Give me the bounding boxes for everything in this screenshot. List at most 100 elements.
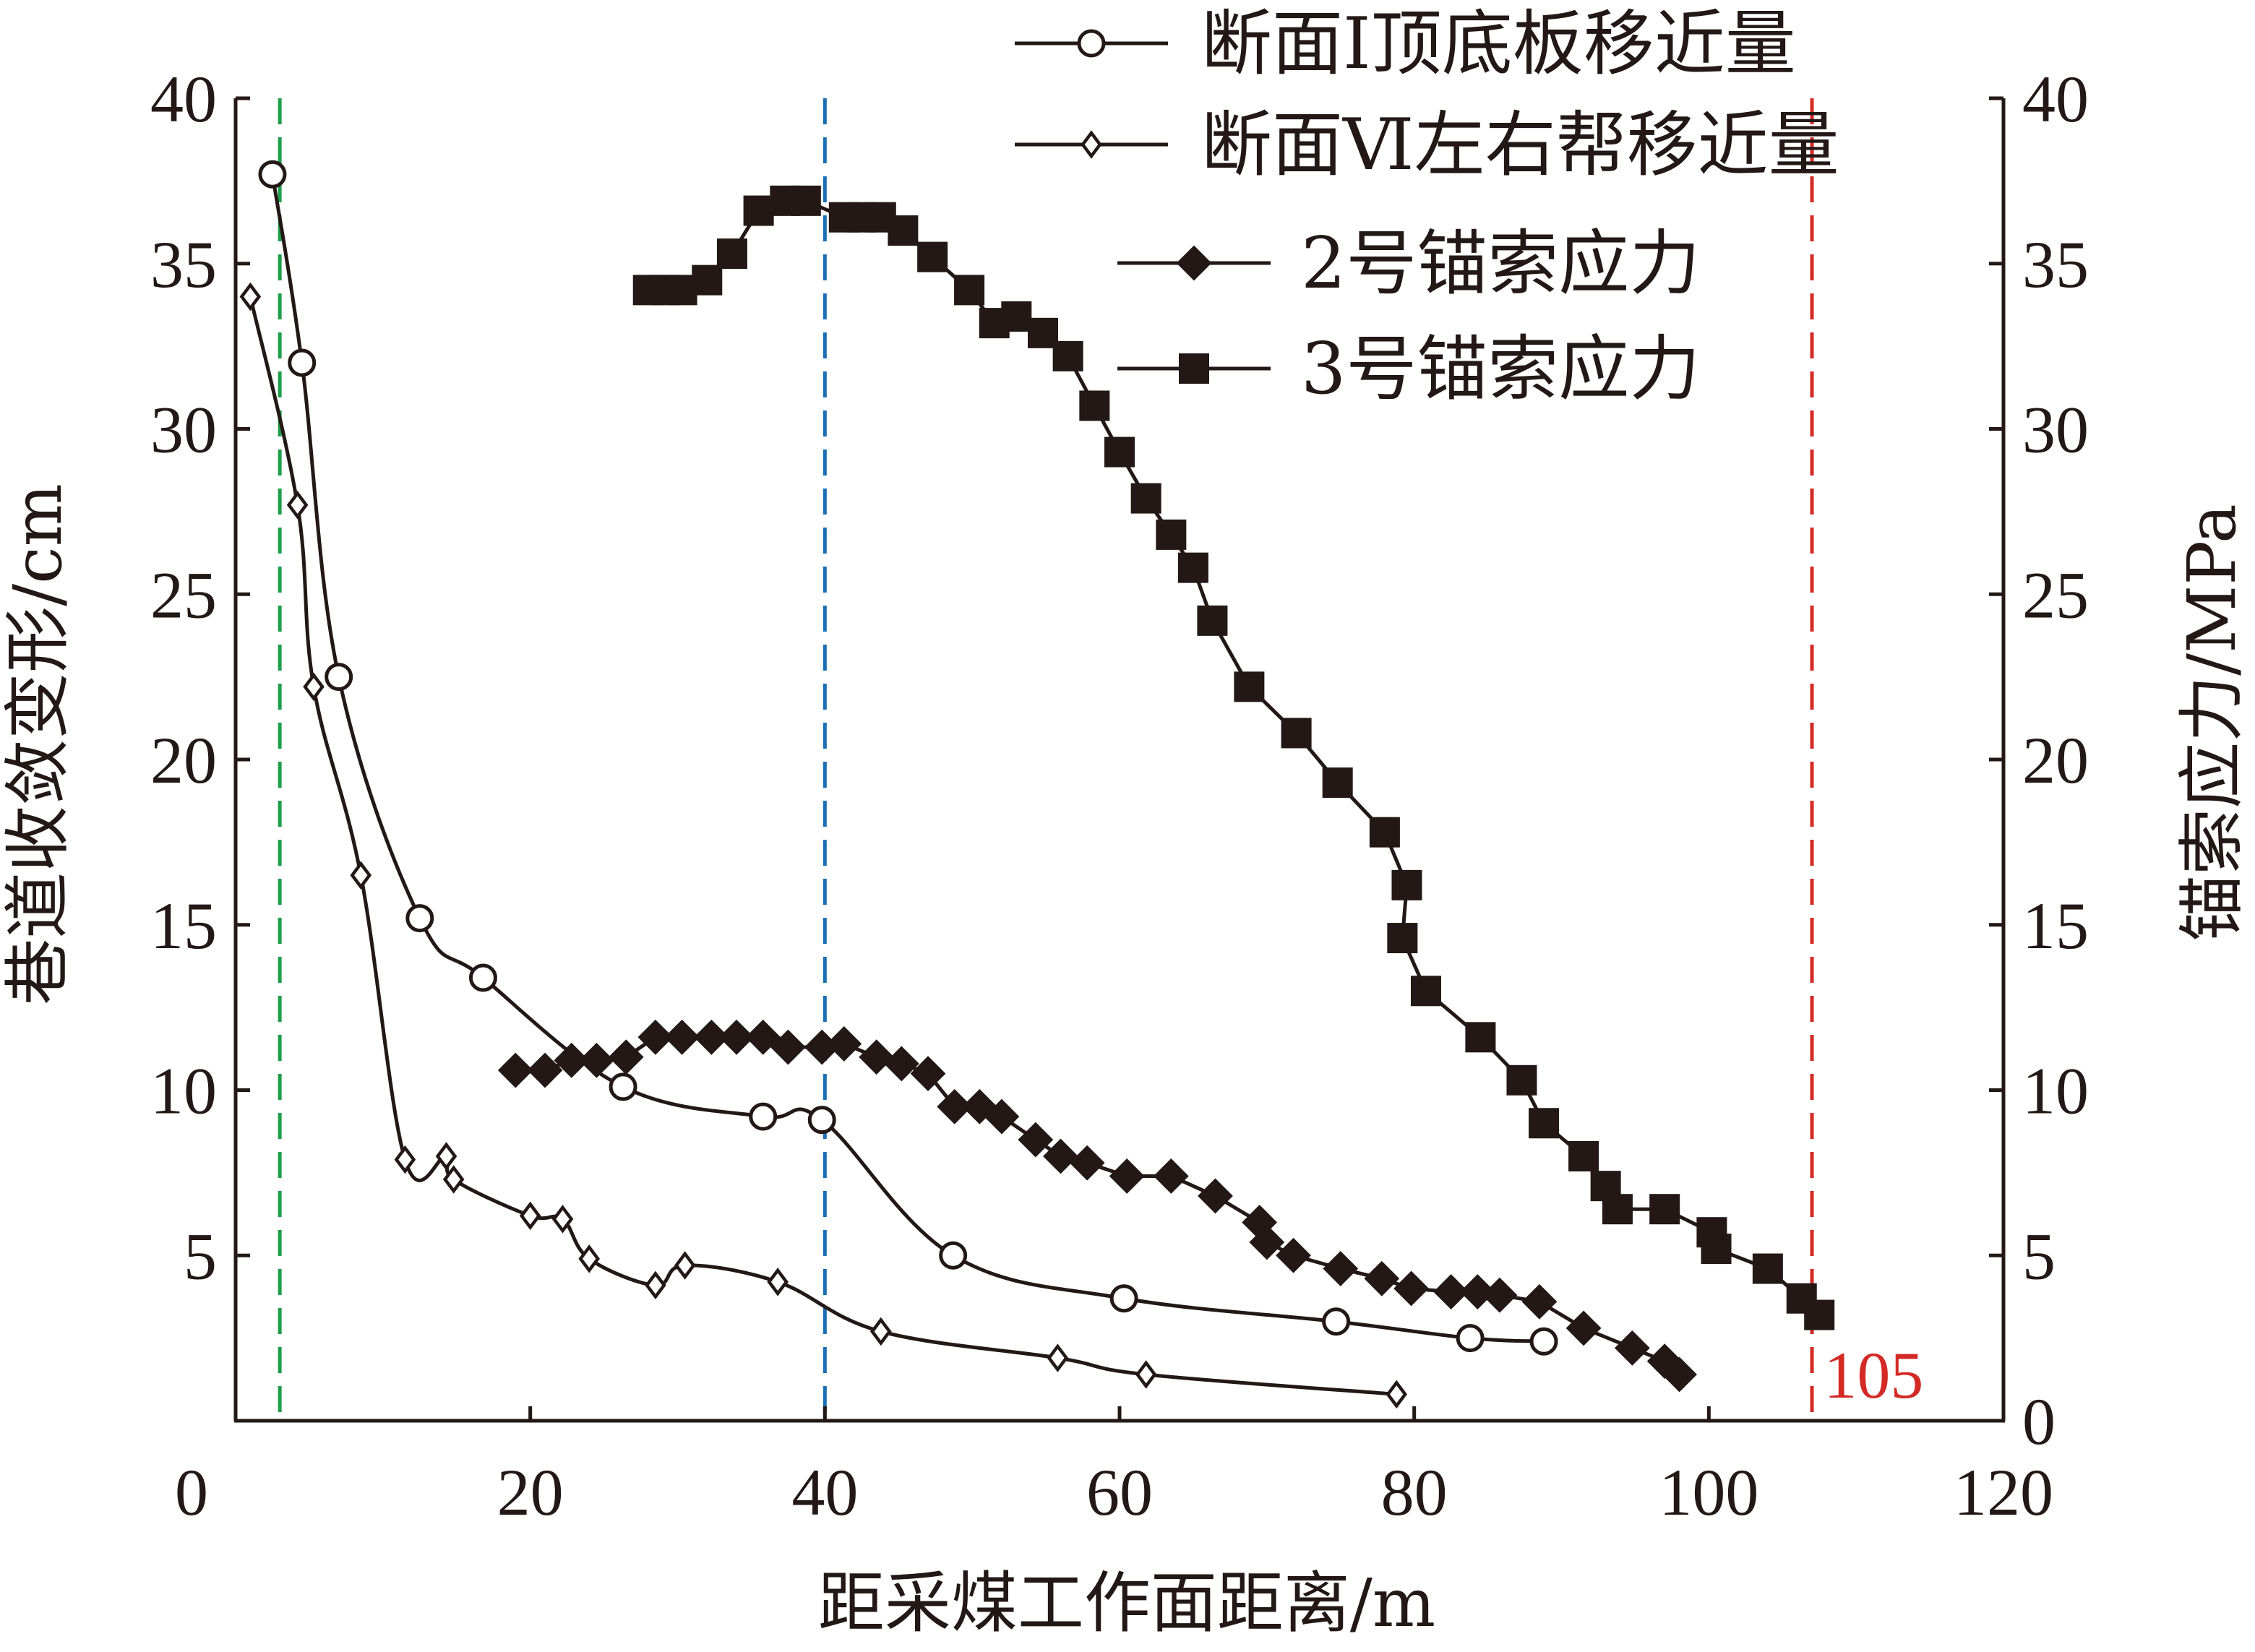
series-4-point [1701, 1234, 1732, 1265]
series-3-point [1069, 1145, 1105, 1181]
series-1 [258, 160, 1558, 1356]
y-left-tick-label: 15 [150, 889, 217, 963]
legend-item-4: 3号锚索应力 [1117, 328, 1700, 410]
tick-labels: 0 20 40 60 80 100 120 5 10 15 20 25 30 35 40 0 5 10 15 20 25… [0, 62, 2251, 1642]
series-2-point [350, 861, 372, 890]
series-1-point [405, 904, 434, 933]
x-tick-label: 60 [1086, 1455, 1153, 1529]
series-1-point [258, 160, 287, 189]
y-right-tick-label: 30 [2022, 393, 2089, 467]
y-right-tick-label: 25 [2022, 558, 2089, 632]
series-3-point [1521, 1283, 1558, 1320]
series-4-point [1322, 767, 1353, 799]
series-4-point [1410, 976, 1441, 1007]
series-3-point [910, 1056, 946, 1092]
series-4-point [1234, 671, 1265, 702]
series-3-point [1364, 1260, 1400, 1296]
series-2-point [767, 1268, 789, 1296]
series-3-point [1482, 1277, 1518, 1313]
series-3-point [637, 1019, 674, 1055]
y-right-tick-label: 40 [2022, 62, 2089, 136]
series-4-point [1804, 1299, 1835, 1330]
y-right-tick-label: 5 [2022, 1219, 2056, 1293]
series-4-point [1281, 718, 1312, 749]
series-3-point [1043, 1138, 1078, 1174]
series-3-point [1276, 1237, 1311, 1273]
series-3-point [1459, 1274, 1495, 1309]
series-4-point [888, 215, 919, 246]
legend-item-1: 断面Ⅰ顶底板移近量 [1015, 3, 1796, 85]
series-2-point [551, 1205, 574, 1234]
y-right-tick-label: 20 [2022, 723, 2089, 797]
series-3-point [1614, 1330, 1650, 1366]
legend-marker [1176, 245, 1212, 281]
series-2-point [1047, 1343, 1069, 1372]
y-left-tick-label: 35 [150, 228, 217, 301]
series-4-point [1387, 923, 1418, 954]
y-left-tick-label: 5 [184, 1219, 217, 1293]
series-4-point [1156, 519, 1187, 550]
series-3-point [1249, 1224, 1285, 1260]
series-4-point [1568, 1141, 1599, 1171]
series-4-point [917, 241, 948, 272]
series-2-line [248, 296, 1397, 1396]
series-2-point [519, 1201, 541, 1231]
series-1-point [1529, 1327, 1558, 1356]
x-tick-label: 20 [497, 1455, 564, 1529]
series-2-point [303, 672, 325, 702]
series-3-point [608, 1039, 644, 1075]
series-3-point [1433, 1274, 1469, 1309]
series-4-point [692, 264, 723, 296]
series-4-point [743, 195, 774, 226]
series-4-point [1752, 1253, 1783, 1284]
series-3-point [1198, 1178, 1233, 1214]
legend-label: 3号锚索应力 [1301, 328, 1700, 410]
series-1-point [468, 963, 497, 992]
series-3-point [745, 1019, 781, 1055]
series-4 [632, 185, 1835, 1330]
series-3-point [826, 1026, 862, 1062]
series-2-point [1135, 1360, 1157, 1389]
series-2-point [1386, 1380, 1408, 1409]
series-4-point [1649, 1194, 1680, 1225]
legend-marker [1179, 353, 1209, 384]
series-4-point [954, 275, 985, 306]
plot-frame [233, 96, 2006, 1423]
series-4-point [1130, 483, 1161, 514]
x-tick-label: 40 [791, 1455, 858, 1529]
series-1-point [939, 1241, 968, 1270]
series-4-point [1197, 605, 1228, 636]
series-3-point [497, 1052, 533, 1088]
series-1-point [1456, 1324, 1485, 1353]
legend-label: 2号锚索应力 [1301, 223, 1700, 305]
y-right-tick-label: 15 [2022, 889, 2089, 963]
series-1-point [288, 348, 317, 377]
series-3-point [1393, 1270, 1430, 1307]
series-1-point [1109, 1284, 1138, 1313]
legend-label: 断面Ⅵ左右帮移近量 [1201, 104, 1839, 186]
series-4-point [1177, 552, 1208, 583]
series-1-point [325, 663, 353, 692]
series-2-point [286, 490, 309, 520]
legend-label: 断面Ⅰ顶底板移近量 [1201, 3, 1796, 85]
y-right-tick-label: 35 [2022, 228, 2089, 301]
series-3-point [1662, 1356, 1697, 1393]
y-left-tick-label: 20 [150, 723, 217, 797]
series-3-point [664, 1019, 700, 1055]
series-4-point [1001, 301, 1032, 332]
series-2-point [674, 1251, 696, 1280]
series-1-point [749, 1102, 778, 1131]
series-3-point [883, 1046, 919, 1082]
series-4-point [1391, 869, 1422, 900]
series-3-point [527, 1052, 563, 1088]
annotation-label: 105 [1824, 1338, 1923, 1412]
series-4-point [1602, 1194, 1633, 1225]
series-4-point [1465, 1022, 1496, 1053]
x-tick-label: 80 [1381, 1455, 1448, 1529]
series-4-point [1104, 436, 1135, 468]
series-4-point [1529, 1108, 1560, 1139]
series-3-point [937, 1088, 973, 1124]
y-left-tick-label: 10 [150, 1054, 217, 1128]
legend-marker [1081, 130, 1102, 159]
